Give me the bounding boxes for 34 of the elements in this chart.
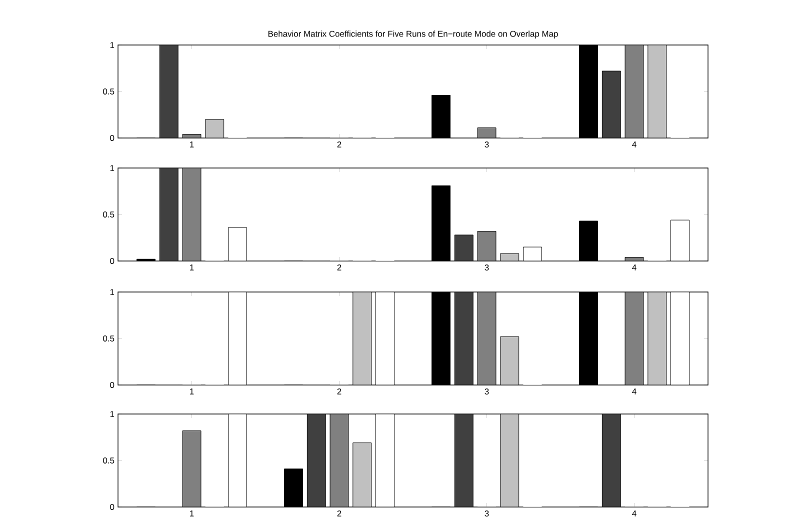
x-tick-label: 2 [337,388,342,394]
x-tick-label: 3 [484,510,489,516]
bar [500,414,520,507]
x-tick-label: 1 [190,388,194,394]
bar [306,414,326,507]
y-tick-label: 0 [110,504,114,510]
y-tick-label: 0.5 [103,88,114,94]
x-tick-label: 1 [190,510,194,516]
y-tick-label: 0 [110,134,114,141]
y-tick-label: 0.5 [103,335,114,342]
bar [454,414,474,507]
x-tick-label: 4 [632,388,636,394]
x-tick-label: 1 [190,264,194,270]
x-tick-label: 2 [337,264,342,270]
y-tick-label: 1 [110,411,114,417]
y-tick-label: 1 [110,42,114,48]
bar [352,442,372,507]
x-tick-label: 2 [337,510,342,516]
bar [602,414,621,507]
x-tick-label: 4 [632,142,636,148]
x-tick-label: 4 [632,510,636,516]
x-tick-label: 4 [632,264,636,270]
x-tick-label: 2 [337,142,342,148]
x-tick-label: 3 [484,142,489,148]
y-tick-label: 1 [110,165,114,171]
y-tick-label: 0.5 [103,457,114,464]
y-tick-label: 0.5 [103,211,114,218]
chart-title: Behavior Matrix Coefficients for Five Runs of En−route Mode on Overlap Map [268,30,558,38]
x-tick-label: 3 [484,264,489,270]
y-tick-label: 0 [110,258,114,264]
x-tick-label: 3 [484,388,489,394]
y-tick-label: 0 [110,382,114,388]
y-tick-label: 1 [110,289,114,295]
x-tick-label: 1 [190,142,194,148]
